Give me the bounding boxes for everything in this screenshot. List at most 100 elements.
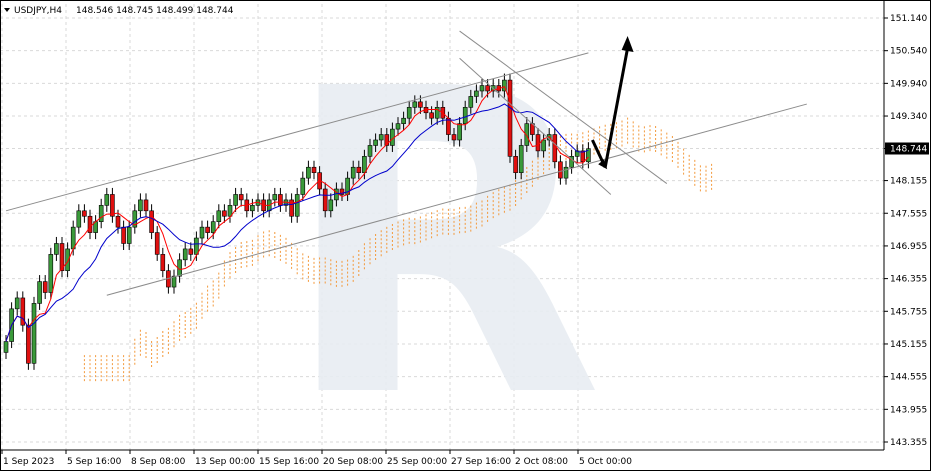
candle — [54, 236, 59, 261]
channel-lower — [106, 103, 807, 296]
tenkan-line — [5, 85, 589, 342]
candle-body — [171, 275, 177, 288]
y-tick-label: 146.955 — [890, 242, 927, 252]
candle-body — [149, 210, 154, 233]
candle-body — [574, 150, 580, 157]
candle — [222, 204, 227, 223]
candle-body — [552, 134, 558, 163]
candle-body — [20, 297, 26, 326]
candle — [20, 291, 26, 332]
candle-body — [205, 226, 210, 233]
candle — [199, 220, 205, 245]
candle-body — [406, 107, 412, 119]
candle-body — [367, 145, 373, 157]
candle — [294, 187, 300, 223]
candle — [518, 138, 524, 180]
candle — [104, 187, 110, 212]
candle-body — [216, 210, 222, 222]
time-axis-bg — [0, 450, 931, 471]
x-tick-label: 13 Sep 00:00 — [195, 457, 255, 467]
candle-body — [121, 226, 126, 244]
candle — [457, 117, 462, 147]
candle-body — [563, 166, 569, 179]
candle — [524, 117, 530, 152]
candle — [132, 204, 138, 234]
candle — [434, 100, 440, 125]
candle-body — [518, 145, 524, 173]
candle-body — [306, 166, 311, 179]
candle-body — [457, 123, 462, 141]
candle — [171, 269, 177, 294]
candle — [384, 128, 390, 152]
candle — [339, 182, 345, 201]
candle-body — [182, 248, 188, 261]
candle-body — [48, 254, 54, 293]
candle-body — [311, 166, 317, 173]
candle — [474, 84, 479, 103]
y-tick-label: 143.355 — [890, 438, 927, 448]
kijun-line — [5, 103, 589, 342]
collapse-triangle-icon[interactable] — [4, 8, 10, 12]
candle — [306, 160, 311, 185]
candle — [82, 204, 87, 223]
candle-body — [451, 134, 457, 141]
candles — [3, 73, 591, 370]
candle — [350, 160, 356, 185]
candle — [154, 226, 160, 261]
y-tick-label: 145.155 — [890, 340, 927, 350]
forecast-arrow-up — [603, 47, 630, 168]
indicator-lines — [5, 85, 589, 342]
candle — [272, 187, 278, 207]
current-price-label: 148.744 — [890, 144, 927, 154]
x-tick-label: 5 Sep 16:00 — [67, 457, 122, 467]
candle — [31, 296, 37, 370]
candle-body — [418, 101, 423, 108]
candle-body — [569, 156, 574, 168]
candle-body — [132, 210, 138, 228]
candle-body — [350, 166, 356, 179]
candle-body — [558, 161, 563, 179]
candle-body — [98, 205, 104, 222]
candle-body — [300, 177, 306, 195]
candle-body — [3, 341, 9, 353]
x-tick-label: 2 Oct 08:00 — [515, 457, 568, 467]
candle — [14, 291, 20, 316]
candle-body — [384, 134, 390, 146]
candle-body — [199, 226, 205, 239]
candle — [216, 204, 222, 229]
candle — [412, 95, 418, 114]
candle — [149, 204, 154, 240]
channel-upper — [5, 52, 589, 212]
candle-body — [479, 85, 485, 92]
candle-body — [412, 101, 418, 108]
candle — [462, 100, 468, 131]
candle-body — [289, 199, 294, 217]
candle-body — [222, 210, 227, 217]
candle-body — [54, 243, 59, 255]
candle — [328, 193, 334, 218]
candle-body — [502, 79, 507, 92]
candle — [580, 144, 586, 169]
candle-body — [294, 194, 300, 217]
candle — [143, 193, 149, 218]
candle — [98, 198, 104, 229]
candle-body — [446, 117, 451, 135]
candle-body — [362, 156, 367, 173]
y-tick-label: 149.940 — [890, 79, 927, 89]
x-tick-label: 15 Sep 16:00 — [259, 457, 319, 467]
candle-body — [82, 210, 87, 217]
candle — [574, 144, 580, 163]
candle — [451, 128, 457, 147]
ichimoku-cloud — [83, 117, 713, 383]
candle — [378, 128, 384, 147]
candle — [468, 89, 474, 114]
candle — [42, 275, 48, 300]
candle-body — [395, 123, 401, 130]
candle — [541, 133, 546, 158]
candle-body — [104, 194, 110, 206]
x-tick-label: 8 Sep 08:00 — [131, 457, 186, 467]
resistance-line — [459, 30, 668, 184]
candle-body — [70, 226, 76, 250]
watermark: R — [280, 1, 603, 471]
